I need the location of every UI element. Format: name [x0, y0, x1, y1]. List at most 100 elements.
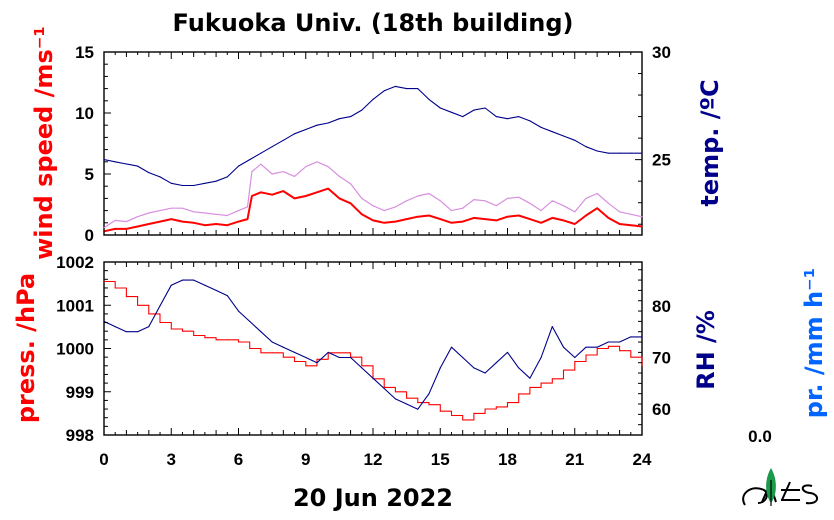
panel0-mean-point	[473, 217, 475, 219]
panel1-step-point	[125, 296, 127, 298]
panel0-mean-point	[271, 194, 273, 196]
panel0-gust-band-point	[495, 205, 497, 207]
panel0-mean-point	[529, 218, 531, 220]
panel0-line-point	[125, 163, 127, 165]
panel1-step-point	[551, 378, 553, 380]
panel1-line-point	[170, 284, 172, 286]
panel0-line-point	[338, 118, 340, 120]
panel0-mean-point	[619, 223, 621, 225]
humidity-axis-label: RH /%	[692, 310, 720, 390]
panel0-gust-band-point	[148, 212, 150, 214]
panel1-step-point	[641, 365, 643, 367]
x-tick-label: 0	[99, 450, 108, 469]
panel1-step-point	[148, 313, 150, 315]
panel0-line-point	[327, 122, 329, 124]
panel1-step-point	[529, 386, 531, 388]
panel1-step-point	[293, 360, 296, 363]
right-y-tick-label: 70	[652, 349, 671, 368]
panel0-mean-point	[562, 219, 565, 221]
right-y-tick-label: 80	[652, 297, 671, 316]
left-y-tick-label: 15	[75, 43, 94, 62]
panel0-series-gust-band-left	[103, 161, 643, 229]
panel0-line-point	[417, 88, 419, 90]
panel1-line-point	[114, 326, 116, 328]
panel0-gust-band-point	[327, 166, 329, 168]
panel0-gust-band-point	[518, 196, 520, 198]
panel0-gust-band-point	[282, 171, 284, 173]
panel0-gust-band-point	[237, 210, 240, 212]
panel0-line-point	[495, 116, 497, 118]
bottom-panel-frame	[103, 261, 643, 436]
panel0-gust-band-point	[473, 199, 475, 201]
panel1-step-point	[271, 352, 273, 354]
panel1-step-point	[204, 337, 206, 339]
panel0-line-point	[529, 120, 531, 122]
panel0-gust-band-point	[641, 216, 643, 218]
panel0-mean-point	[137, 225, 139, 228]
panel0-gust-band-point	[305, 166, 307, 168]
panel0-mean-point	[540, 222, 542, 224]
panel0-mean-point	[506, 216, 509, 218]
panel1-line-point	[338, 356, 340, 359]
panel0-line-point	[271, 146, 273, 148]
left-y-tick-label: 10	[75, 104, 94, 123]
panel0-line-point	[305, 128, 307, 131]
panel0-mean-point	[372, 219, 374, 221]
panel0-line-point	[630, 152, 632, 154]
panel0-series-line-right	[103, 85, 642, 187]
panel0-mean-point	[327, 188, 329, 190]
panel0-line-point	[215, 180, 217, 182]
panel0-mean-point	[630, 224, 632, 226]
panel0-gust-band-point	[585, 197, 587, 199]
panel0-line-point	[282, 139, 284, 141]
panel1-line-point	[103, 320, 105, 322]
panel0-line-point	[506, 118, 509, 120]
panel1-line-point	[596, 346, 598, 348]
panel0-mean-point	[518, 214, 520, 217]
panel1-step-point	[215, 339, 217, 341]
right-y-tick-label: 60	[652, 400, 671, 419]
panel1-line-point	[540, 356, 542, 359]
left-y-tick-label: 1000	[56, 340, 94, 359]
panel0-line-point	[406, 88, 408, 90]
panel0-gust-band-point	[450, 210, 453, 212]
panel1-line-point	[641, 336, 643, 338]
panel0-line-point	[293, 133, 296, 135]
panel0-line-point	[562, 135, 565, 137]
precipitation-axis-label: pr. /mm h⁻¹	[800, 268, 828, 418]
panel0-line-point	[260, 152, 262, 154]
panel0-mean-point	[383, 222, 385, 224]
panel0-mean-point	[361, 213, 363, 215]
panel0-line-point	[574, 139, 576, 141]
panel1-line-point	[204, 284, 206, 286]
panel1-line-point	[406, 403, 408, 405]
panel0-gust-band-point	[462, 207, 464, 209]
panel0-gust-band-point	[251, 171, 253, 173]
left-y-tick-label: 5	[85, 165, 94, 184]
panel1-step-point	[305, 365, 307, 367]
precipitation-value: 0.0	[748, 427, 772, 446]
panel0-line-point	[439, 107, 441, 109]
panel0-mean-point	[215, 223, 217, 225]
panel1-line-point	[607, 341, 610, 343]
panel1-line-point	[574, 356, 576, 359]
panel1-line-point	[137, 331, 139, 333]
panel0-line-point	[159, 176, 161, 178]
panel0-gust-band-point	[574, 211, 576, 213]
panel1-line-point	[125, 331, 127, 333]
panel1-line-point	[159, 305, 161, 307]
panel0-mean-point	[574, 223, 576, 225]
panel1-step-point	[506, 402, 509, 404]
left-y-tick-label: 999	[66, 383, 94, 402]
panel0-mean-point	[148, 223, 150, 225]
panel0-line-point	[607, 152, 610, 154]
panel1-step-point	[450, 414, 453, 417]
panel0-mean-point	[607, 217, 610, 219]
panel0-gust-band-point	[406, 200, 408, 202]
panel0-mean-point	[417, 216, 419, 218]
panel1-line-point	[293, 351, 296, 353]
panel0-mean-point	[170, 218, 172, 220]
panel1-step-point	[114, 287, 116, 289]
panel0-mean-point	[394, 221, 396, 223]
panel1-step-point	[316, 358, 318, 360]
